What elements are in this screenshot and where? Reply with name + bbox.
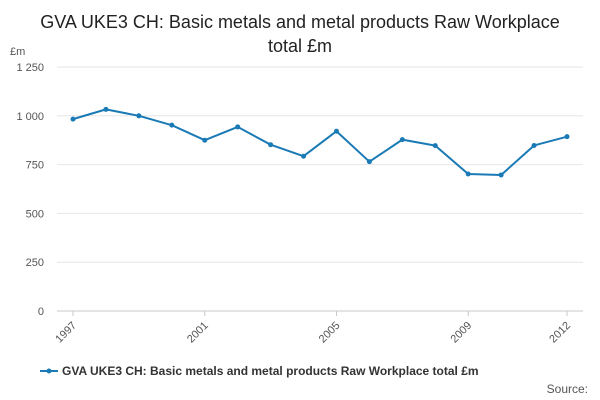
data-point	[465, 171, 471, 177]
y-axis-tick-labels: 0 250 500 750 1 000 1 250	[16, 62, 44, 318]
y-tick-label: 0	[38, 306, 44, 318]
data-point	[268, 142, 274, 148]
data-point	[432, 143, 438, 149]
data-point	[235, 124, 241, 130]
x-tick-label: 1997	[53, 320, 79, 346]
legend-marker-icon	[40, 368, 58, 374]
y-tick-label: 1 000	[16, 111, 44, 123]
series-layer	[70, 106, 570, 178]
data-point	[564, 134, 570, 140]
data-point	[366, 159, 372, 165]
x-axis-tick-labels: 1997 2001 2005 2009 2012	[53, 311, 573, 345]
data-point	[70, 116, 76, 122]
legend-label: GVA UKE3 CH: Basic metals and metal prod…	[62, 364, 479, 378]
data-point	[301, 153, 307, 159]
data-point	[103, 106, 109, 112]
y-tick-label: 500	[26, 208, 44, 220]
data-point	[169, 122, 175, 128]
chart-title: GVA UKE3 CH: Basic metals and metal prod…	[40, 12, 560, 56]
legend[interactable]: GVA UKE3 CH: Basic metals and metal prod…	[40, 364, 600, 378]
x-tick-label: 2005	[317, 320, 343, 346]
gridlines	[57, 66, 583, 312]
x-tick-label: 2001	[185, 320, 211, 346]
series-line	[72, 108, 568, 176]
data-point	[202, 137, 208, 143]
data-point	[399, 137, 405, 143]
y-axis-unit-label: £m	[10, 46, 25, 58]
data-point	[333, 128, 339, 134]
x-tick-label: 2012	[547, 320, 573, 346]
y-tick-label: 1 250	[16, 62, 44, 74]
data-point	[136, 113, 142, 119]
x-tick-label: 2009	[449, 320, 475, 346]
y-tick-label: 750	[26, 160, 44, 172]
source-label: Source:	[546, 382, 588, 396]
data-point	[498, 172, 504, 178]
data-point	[531, 142, 537, 148]
y-tick-label: 250	[26, 257, 44, 269]
